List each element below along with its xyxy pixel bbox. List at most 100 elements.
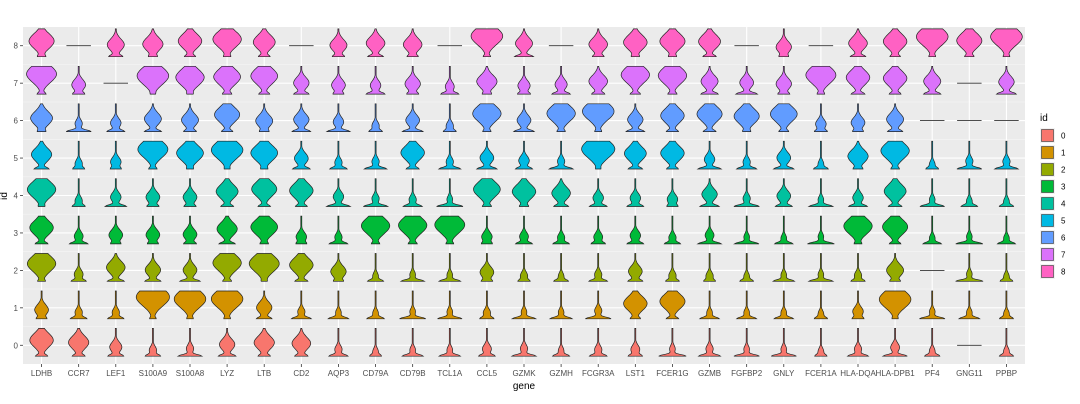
violin-S100A9-5 (137, 140, 169, 170)
violin-LDHB-6 (30, 103, 53, 132)
violin-PF4-7 (922, 65, 942, 95)
violin-LDHB-3 (29, 215, 54, 245)
x-tick-label: GZMH (549, 369, 573, 378)
legend: 0 1 2 3 4 5 6 7 8 (1040, 128, 1066, 279)
violin-FCER1A-5 (812, 140, 829, 170)
legend-swatch-1 (1041, 146, 1054, 159)
violin-CCL5-1 (479, 290, 495, 320)
violin-LYZ-7 (213, 65, 241, 95)
violin-CD79B-3 (398, 215, 428, 245)
violin-S100A9-8 (142, 28, 164, 58)
violin-GZMK-6 (512, 103, 536, 132)
violin-CD79A-6 (368, 103, 384, 132)
violin-CD79A-8 (365, 28, 386, 58)
violin-HLA-DPB1-4 (883, 178, 907, 207)
x-tick-label: CCR7 (68, 369, 90, 378)
violin-GZMB-5 (696, 140, 723, 170)
violin-HLA-DPB1-5 (880, 140, 910, 170)
legend-swatch-2 (1041, 163, 1054, 176)
violin-AQP3-7 (331, 65, 346, 95)
violin-TCL1A-2 (437, 253, 462, 282)
violin-AQP3-4 (325, 178, 352, 207)
violin-CD2-4 (289, 178, 314, 207)
x-tick-label: LDHB (31, 369, 52, 378)
y-tick-label: 8 (14, 42, 19, 51)
violin-LYZ-1 (210, 290, 244, 320)
x-tick-label: TCL1A (437, 369, 463, 378)
violin-GZMK-0 (510, 328, 538, 357)
violin-HLA-DPB1-2 (886, 253, 904, 282)
violin-FCGR3A-4 (588, 178, 608, 207)
x-tick-label: CD79A (363, 369, 389, 378)
violin-LTB-2 (248, 253, 280, 282)
violin-FCER1G-7 (657, 65, 687, 95)
x-tick-label: S100A8 (176, 369, 205, 378)
violin-FGFBP2-2 (739, 253, 755, 282)
violin-FCER1G-5 (660, 140, 685, 170)
violin-LST1-7 (620, 65, 650, 95)
violin-CD79A-3 (361, 215, 391, 245)
legend-label-1: 1 (1061, 149, 1066, 158)
violin-HLA-DQA1-6 (850, 103, 866, 132)
legend-swatch-5 (1041, 214, 1054, 227)
x-tick-label: AQP3 (328, 369, 350, 378)
violin-CD79B-8 (402, 28, 423, 58)
violin-S100A8-2 (178, 253, 202, 282)
violin-CCR7-2 (70, 253, 87, 282)
violin-HLA-DQA1-0 (846, 328, 870, 357)
violin-GZMH-0 (551, 328, 571, 357)
y-tick-label: 5 (14, 154, 19, 163)
violin-AQP3-3 (328, 215, 349, 245)
violin-LTB-6 (255, 103, 274, 132)
x-tick-label: PF4 (925, 369, 940, 378)
violin-FGFBP2-5 (735, 140, 758, 170)
violin-GZMH-7 (550, 65, 572, 95)
violin-GZMB-4 (698, 178, 721, 207)
y-axis-ticks: 0 1 2 3 4 5 6 7 8 (14, 42, 23, 350)
legend-swatch-7 (1041, 248, 1054, 261)
violin-LTB-8 (252, 28, 276, 58)
violin-FGFBP2-1 (735, 290, 758, 320)
legend-swatch-6 (1041, 231, 1054, 244)
violin-S100A8-5 (176, 140, 204, 170)
violin-HLA-DQA1-3 (843, 215, 873, 245)
violin-CD2-1 (290, 290, 313, 320)
violin-S100A9-7 (136, 65, 170, 95)
violin-GNLY-3 (773, 215, 794, 245)
legend-swatch-8 (1041, 265, 1054, 278)
violin-GZMB-6 (696, 103, 723, 132)
x-tick-label: S100A9 (139, 369, 168, 378)
x-tick-label: CD79B (400, 369, 426, 378)
violin-FCER1A-6 (813, 103, 828, 132)
violin-CD79B-7 (404, 65, 421, 95)
x-tick-label: LST1 (626, 369, 646, 378)
violin-GNLY-1 (773, 290, 795, 320)
violin-FCER1G-2 (665, 253, 680, 282)
violin-LYZ-0 (217, 328, 237, 357)
x-tick-label: FCGR3A (582, 369, 615, 378)
violin-S100A8-6 (181, 103, 199, 132)
violin-GZMB-7 (699, 65, 720, 95)
legend-title: id (1040, 113, 1048, 124)
violin-FCER1A-1 (813, 290, 829, 320)
violin-CCL5-7 (476, 65, 498, 95)
violin-AQP3-0 (327, 328, 349, 357)
violin-FGFBP2-3 (733, 215, 760, 245)
violin-CD79B-1 (399, 290, 426, 320)
violin-LYZ-6 (214, 103, 241, 132)
violin-LDHB-7 (26, 65, 57, 95)
violin-GZMH-1 (548, 290, 574, 320)
violin-PPBP-4 (998, 178, 1015, 207)
violin-HLA-DQA1-7 (845, 65, 871, 95)
legend-label-8: 8 (1061, 268, 1066, 277)
violin-HLA-DPB1-7 (882, 65, 908, 95)
violin-PF4-8 (916, 28, 949, 58)
violin-GNLY-6 (770, 103, 798, 132)
violin-LST1-1 (623, 290, 648, 320)
y-tick-label: 3 (14, 229, 19, 238)
y-tick-label: 7 (14, 79, 19, 88)
violin-GNG11-4 (960, 178, 979, 207)
x-tick-label: GNLY (773, 369, 795, 378)
violin-PF4-5 (925, 140, 940, 170)
y-tick-label: 4 (14, 192, 19, 201)
